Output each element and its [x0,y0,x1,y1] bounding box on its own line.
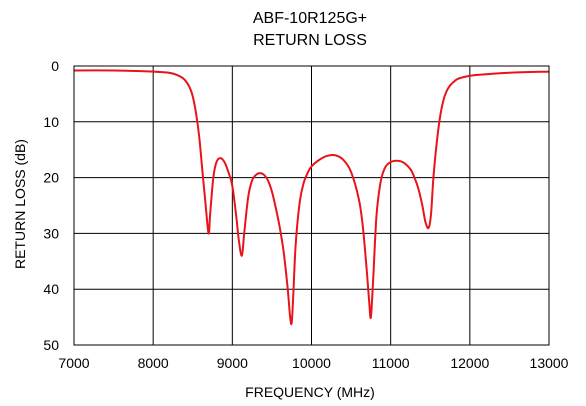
chart-title-line-2: RETURN LOSS [253,32,367,49]
y-tick-label: 20 [43,170,59,186]
y-axis-label: RETURN LOSS (dB) [12,139,28,269]
x-tick-label: 13000 [530,355,569,371]
plot-frame [73,65,550,346]
y-tick-label: 10 [43,114,59,130]
y-tick-label: 0 [51,58,59,74]
x-tick-label: 12000 [450,355,489,371]
x-tick-label: 10000 [292,355,331,371]
y-tick-labels: 0 10 20 30 40 50 [43,58,59,353]
x-tick-labels: 7000 8000 9000 10000 11000 12000 13000 [58,355,568,371]
x-axis-label: FREQUENCY (MHz) [245,384,375,400]
x-tick-label: 7000 [58,355,89,371]
x-tick-label: 8000 [138,355,169,371]
grid [73,65,550,346]
x-tick-label: 11000 [372,355,410,371]
y-tick-label: 50 [43,337,59,353]
y-tick-label: 40 [43,281,59,297]
return-loss-series-line [73,69,550,326]
x-tick-label: 9000 [217,355,248,371]
chart-title-line-1: ABF-10R125G+ [253,10,367,27]
y-tick-label: 30 [43,225,59,241]
